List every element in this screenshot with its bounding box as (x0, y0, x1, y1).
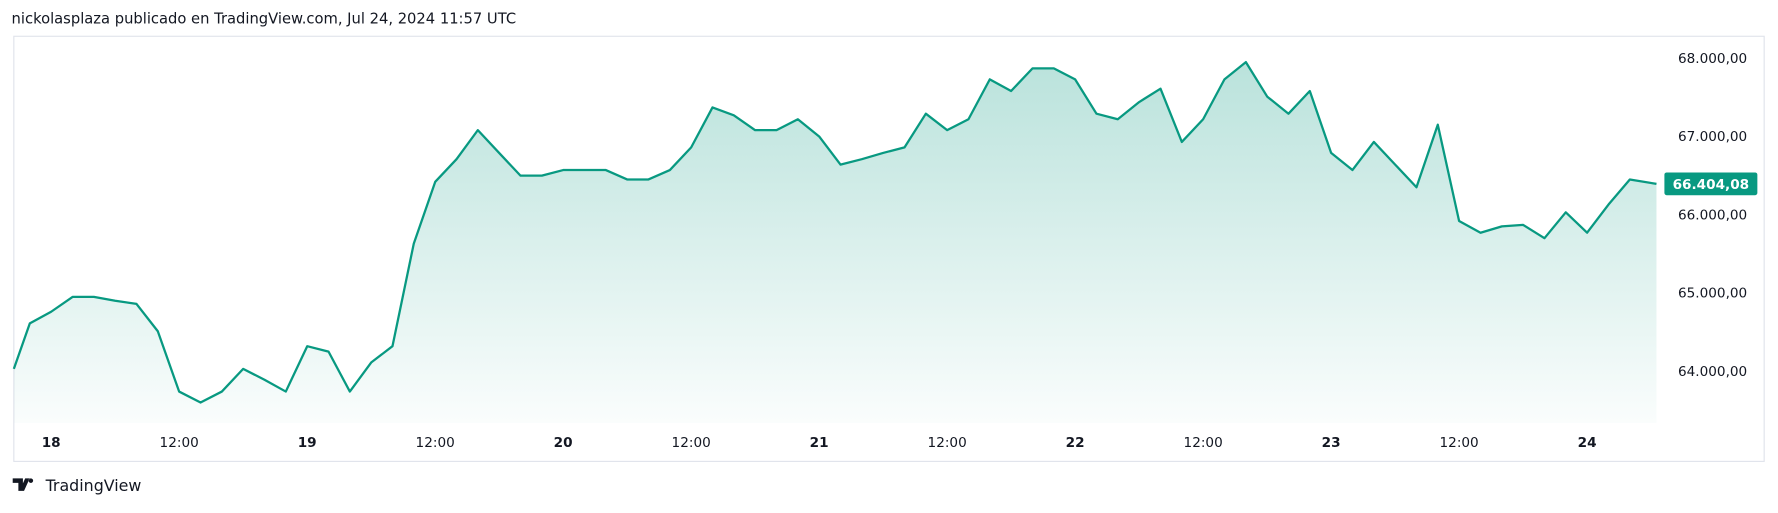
logo (12, 478, 34, 491)
y-tick-label: 64.000,00 (1678, 364, 1747, 380)
x-tick-label: 12:00 (672, 435, 711, 451)
last-price-label: 66.404,08 (1673, 177, 1750, 193)
y-tick-label: 65.000,00 (1678, 286, 1747, 302)
x-tick-label: 22 (1066, 435, 1085, 451)
x-tick-label: 24 (1578, 435, 1597, 451)
x-tick-label: 18 (42, 435, 61, 451)
y-tick-label: 66.000,00 (1678, 207, 1747, 223)
last-price-tag (1664, 172, 1758, 196)
x-tick-label: 12:00 (1184, 435, 1223, 451)
x-tick-label: 21 (810, 435, 829, 451)
x-tick-label: 12:00 (160, 435, 199, 451)
x-tick-label: 12:00 (928, 435, 967, 451)
x-tick-label: 12:00 (1440, 435, 1479, 451)
y-tick-label: 67.000,00 (1678, 129, 1747, 145)
x-tick-label: 20 (554, 435, 573, 451)
x-tick-label: 19 (298, 435, 317, 451)
x-tick-label: 12:00 (416, 435, 455, 451)
footer: TradingView (45, 476, 142, 495)
area (13, 62, 1657, 423)
price-line (12, 60, 1657, 404)
frame (13, 35, 1765, 462)
x-tick-label: 23 (1322, 435, 1341, 451)
y-tick-label: 68.000,00 (1678, 51, 1747, 67)
header: nickolasplaza publicado en TradingView.c… (12, 10, 517, 27)
